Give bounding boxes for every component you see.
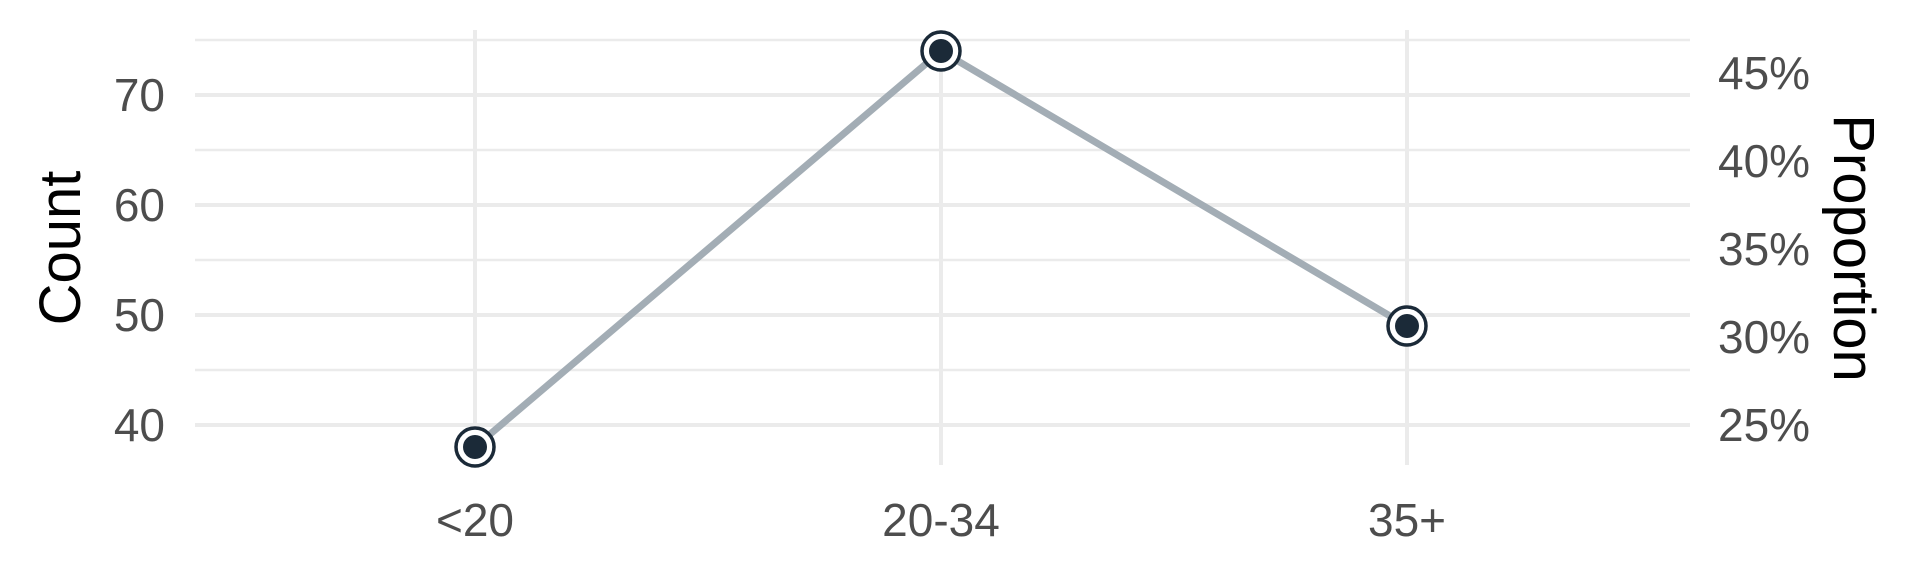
y-tick-label: 50 — [114, 289, 165, 341]
x-tick-label: <20 — [436, 494, 514, 546]
y-tick-label: 40 — [114, 399, 165, 451]
series-layer — [454, 30, 1428, 468]
secondary-y-tick-label: 35% — [1718, 223, 1810, 275]
secondary-y-axis-title: Proportion — [1821, 114, 1886, 382]
data-point — [1395, 314, 1419, 338]
y-tick-label: 60 — [114, 179, 165, 231]
secondary-y-tick-label: 25% — [1718, 399, 1810, 451]
grid-layer — [195, 30, 1690, 465]
data-point — [463, 435, 487, 459]
axis-layer: Count Proportion 40 50 60 70 25% 30% 35% 40% 45%… — [28, 47, 1886, 546]
secondary-y-tick-label: 30% — [1718, 311, 1810, 363]
y-tick-label: 70 — [114, 69, 165, 121]
data-point — [929, 39, 953, 63]
secondary-y-tick-label: 40% — [1718, 135, 1810, 187]
y-axis-title: Count — [28, 171, 93, 326]
x-tick-label: 20-34 — [882, 494, 1000, 546]
x-tick-label: 35+ — [1368, 494, 1446, 546]
secondary-y-tick-label: 45% — [1718, 47, 1810, 99]
